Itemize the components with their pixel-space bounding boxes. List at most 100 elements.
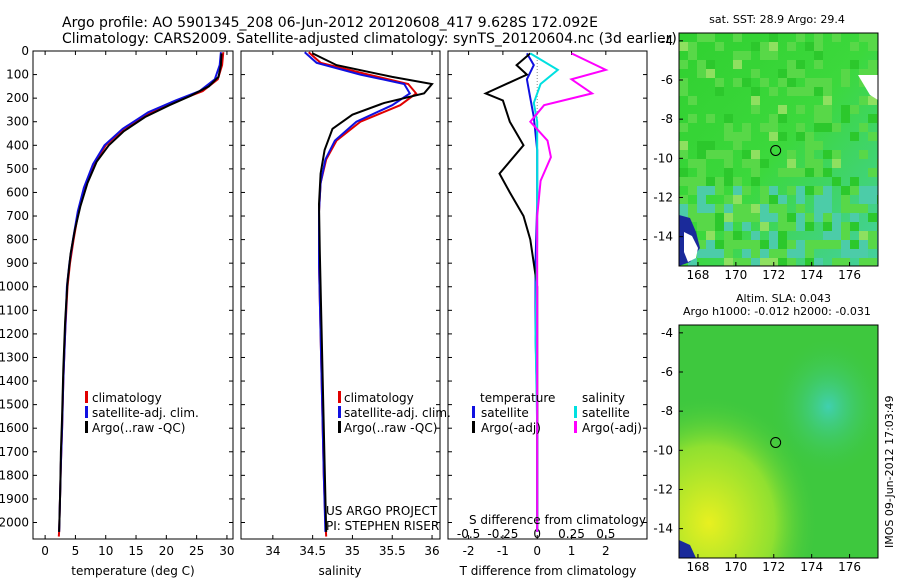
sst-cell	[715, 78, 724, 87]
sst-cell	[868, 195, 877, 204]
sst-cell	[751, 204, 760, 213]
sst-cell	[796, 105, 805, 114]
sst-cell	[859, 69, 868, 78]
sst-cell	[796, 195, 805, 204]
sst-cell	[787, 240, 796, 249]
sst-cell	[760, 222, 769, 231]
sst-cell	[814, 123, 823, 132]
sst-cell	[832, 159, 841, 168]
x2-tick-label: -0.5	[457, 527, 480, 541]
sst-cell	[706, 60, 715, 69]
sst-cell	[823, 195, 832, 204]
map-y-tick-label: -10	[653, 151, 673, 165]
sst-cell	[805, 168, 814, 177]
legend-label-argo: Argo(..raw -QC)	[344, 421, 437, 435]
sst-cell	[706, 249, 715, 258]
sst-cell	[814, 51, 823, 60]
sst-cell	[706, 231, 715, 240]
sst-cell	[733, 186, 742, 195]
legend-swatch-climatology	[85, 391, 88, 403]
map-x-tick-label: 172	[762, 560, 785, 574]
sst-cell	[706, 33, 715, 42]
sst-map-frame	[678, 32, 879, 267]
sst-cell	[742, 159, 751, 168]
sst-cell	[859, 231, 868, 240]
sst-cell	[769, 240, 778, 249]
map-y-tick-label: -12	[653, 482, 673, 496]
sst-cell	[832, 150, 841, 159]
sst-cell	[742, 132, 751, 141]
x-tick-label: 15	[128, 544, 143, 558]
sst-cell	[706, 177, 715, 186]
sst-cell	[724, 150, 733, 159]
sst-cell	[832, 240, 841, 249]
map-x-tick-label: 168	[686, 268, 709, 282]
sst-cell	[751, 96, 760, 105]
legend-swatch-t-satellite	[472, 406, 475, 418]
sst-cell	[805, 42, 814, 51]
x-tick-label: 36	[424, 544, 439, 558]
x2-tick-label: 0	[533, 527, 541, 541]
sst-cell	[868, 258, 877, 266]
sst-cell	[850, 105, 859, 114]
sst-cell	[679, 78, 688, 87]
legend-label-s-satellite: satellite	[582, 406, 630, 420]
sst-cell	[778, 168, 787, 177]
temperature-legend: climatology satellite-adj. clim. Argo(..…	[85, 391, 199, 435]
sst-cell	[760, 42, 769, 51]
sst-cell	[688, 42, 697, 51]
depth-tick-label: 400	[6, 138, 29, 152]
sst-cell	[769, 186, 778, 195]
sst-cell	[859, 123, 868, 132]
sst-cell	[760, 213, 769, 222]
sst-cell	[679, 204, 688, 213]
sst-cell	[778, 105, 787, 114]
depth-tick-label: 1000	[0, 280, 29, 294]
sst-cell	[688, 204, 697, 213]
sst-cell	[814, 204, 823, 213]
salinity-plot: 34 34.5 35 35.5 36	[265, 51, 440, 558]
sst-cell	[751, 69, 760, 78]
sst-cell	[859, 204, 868, 213]
legend-swatch-t-argo	[472, 421, 475, 433]
sla-map-subtitle: Argo h1000: -0.012 h2000: -0.031	[683, 305, 871, 318]
sst-cell	[787, 213, 796, 222]
imos-timestamp: IMOS 09-Jun-2012 17:03:49	[883, 395, 896, 548]
sst-cell	[706, 141, 715, 150]
sst-cell	[733, 213, 742, 222]
sst-cell	[814, 33, 823, 42]
sst-cell	[850, 177, 859, 186]
x-tick-label: 25	[189, 544, 204, 558]
sst-cell	[706, 213, 715, 222]
sst-cell	[769, 51, 778, 60]
sst-cell	[733, 240, 742, 249]
sst-cell	[751, 159, 760, 168]
sst-cell	[724, 159, 733, 168]
map-y-tick-label: -12	[653, 190, 673, 204]
temperature-axis-label: temperature (deg C)	[71, 564, 194, 578]
map-x-tick-label: 174	[800, 560, 823, 574]
sst-cell	[751, 105, 760, 114]
sst-cell	[778, 231, 787, 240]
depth-tick-label: 1200	[0, 327, 29, 341]
depth-tick-label: 700	[6, 209, 29, 223]
sst-cell	[832, 231, 841, 240]
sst-cell	[868, 96, 877, 105]
title-line-1: Argo profile: AO 5901345_208 06-Jun-2012…	[62, 15, 598, 31]
sst-cell	[778, 222, 787, 231]
sst-cell	[742, 249, 751, 258]
sst-cell	[832, 213, 841, 222]
sst-cell	[697, 168, 706, 177]
sst-cell	[706, 186, 715, 195]
sst-cell	[778, 69, 787, 78]
sst-cell	[796, 60, 805, 69]
sst-cell	[760, 159, 769, 168]
sst-cell	[823, 105, 832, 114]
x-tick-label: 5	[72, 544, 80, 558]
sst-cell	[733, 33, 742, 42]
sst-cell	[868, 231, 877, 240]
sst-cell	[724, 204, 733, 213]
sst-cell	[787, 150, 796, 159]
sst-map	[678, 32, 879, 267]
sst-cell	[769, 42, 778, 51]
